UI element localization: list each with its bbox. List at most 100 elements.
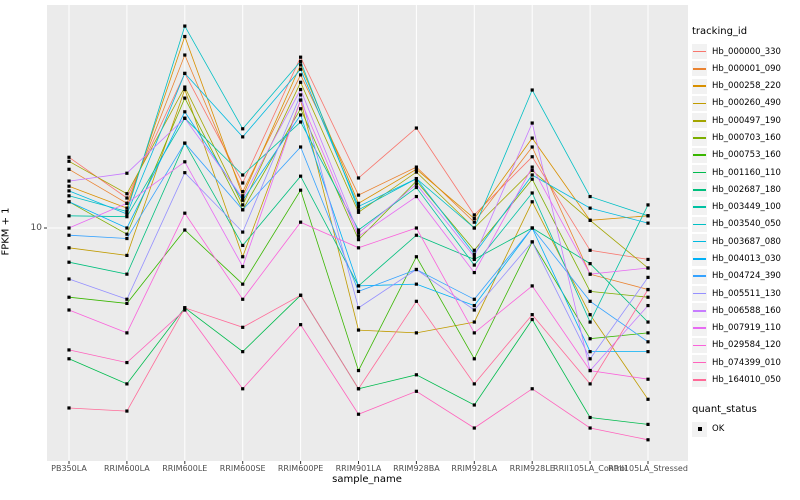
data-point — [646, 203, 650, 207]
data-point — [183, 306, 187, 310]
line-swatch-icon — [693, 68, 706, 70]
legend-label: Hb_029584_120 — [712, 340, 781, 351]
plot-panel — [47, 5, 688, 461]
data-point — [414, 167, 418, 171]
data-point — [646, 350, 650, 354]
legend-item: Hb_003687_080 — [692, 234, 798, 250]
legend-key-swatch — [692, 44, 707, 60]
data-point — [646, 214, 650, 218]
data-point — [472, 213, 476, 217]
legend-label: Hb_004724_390 — [712, 271, 781, 282]
data-point — [125, 209, 129, 214]
legend-item: Hb_000703_160 — [692, 130, 798, 146]
data-point — [299, 145, 303, 149]
data-point — [67, 226, 71, 230]
data-point — [646, 422, 650, 426]
line-swatch-icon — [693, 137, 706, 139]
data-point — [356, 201, 361, 205]
legend-item: Hb_004724_390 — [692, 268, 798, 284]
data-point — [472, 216, 476, 221]
legend-key-swatch — [692, 251, 707, 267]
line-swatch-icon — [693, 292, 706, 295]
data-point — [472, 308, 476, 312]
legend-key-swatch — [692, 78, 707, 94]
data-point — [356, 228, 361, 232]
data-point — [530, 387, 534, 391]
data-point — [125, 360, 129, 365]
x-tick-label: RRIM600LE — [162, 464, 208, 473]
data-point — [183, 160, 187, 164]
line-swatch-icon — [693, 189, 706, 191]
data-point — [472, 252, 476, 256]
data-point — [241, 173, 245, 177]
legend-key-swatch — [692, 199, 707, 215]
data-point — [125, 206, 129, 210]
data-point — [125, 201, 129, 205]
data-point — [241, 189, 245, 194]
legend-key-swatch — [692, 165, 707, 181]
legend-key-swatch — [692, 130, 707, 146]
data-point — [414, 299, 418, 303]
data-point — [241, 264, 245, 269]
data-point — [299, 67, 303, 71]
data-point — [125, 215, 129, 219]
data-point — [356, 204, 361, 209]
data-point — [183, 34, 187, 39]
data-point — [125, 297, 129, 301]
data-point — [125, 196, 129, 200]
data-point — [183, 71, 187, 76]
x-tick-label: RRII105LA_Control — [553, 464, 628, 473]
data-point — [241, 181, 245, 185]
data-point — [646, 275, 650, 279]
data-point — [588, 320, 592, 324]
legend-label: Hb_000000_330 — [712, 46, 781, 57]
data-point — [67, 214, 71, 218]
x-tick-label: RRII105LA_Stressed — [608, 464, 688, 473]
data-point — [356, 208, 361, 212]
data-point — [241, 196, 245, 200]
legend-title: tracking_id — [692, 26, 748, 37]
data-point — [356, 412, 361, 416]
line-swatch-icon — [693, 240, 706, 243]
data-point — [67, 277, 71, 281]
line-swatch-icon — [693, 275, 706, 278]
data-point — [183, 53, 187, 57]
legend-item: Hb_000497_190 — [692, 113, 798, 129]
data-point — [530, 284, 534, 288]
data-point — [414, 170, 418, 174]
data-point — [530, 317, 534, 322]
square-point-icon — [697, 427, 702, 432]
data-point — [125, 236, 129, 241]
legend-key-swatch — [692, 303, 707, 319]
data-point — [241, 127, 245, 131]
legend-label: Hb_164010_050 — [712, 374, 781, 385]
data-point — [299, 120, 303, 124]
line-swatch-icon — [693, 344, 706, 347]
line-swatch-icon — [693, 361, 706, 364]
legend-item: Hb_000753_160 — [692, 147, 798, 163]
data-point — [183, 308, 187, 312]
data-point — [67, 308, 71, 312]
legend-item: Hb_029584_120 — [692, 337, 798, 353]
data-point — [588, 262, 592, 266]
legend-item: Hb_004013_030 — [692, 251, 798, 267]
line-swatch-icon — [693, 119, 706, 122]
data-point — [241, 198, 245, 202]
data-point — [472, 270, 476, 275]
legend-key-swatch — [692, 355, 707, 371]
data-point — [588, 426, 592, 430]
data-point — [588, 415, 592, 420]
legend-item: Hb_005511_130 — [692, 286, 798, 302]
legend-key-swatch — [692, 61, 707, 77]
data-point — [299, 174, 303, 178]
legend-item: Hb_003449_100 — [692, 199, 798, 215]
data-point — [356, 328, 361, 332]
data-point — [530, 200, 534, 204]
data-point — [299, 63, 303, 67]
legend-label: Hb_000260_490 — [712, 98, 781, 109]
data-point — [356, 234, 361, 238]
data-point — [299, 80, 303, 84]
legend-label: Hb_074399_010 — [712, 357, 781, 368]
data-point — [414, 282, 418, 286]
legend-item: Hb_164010_050 — [692, 372, 798, 388]
